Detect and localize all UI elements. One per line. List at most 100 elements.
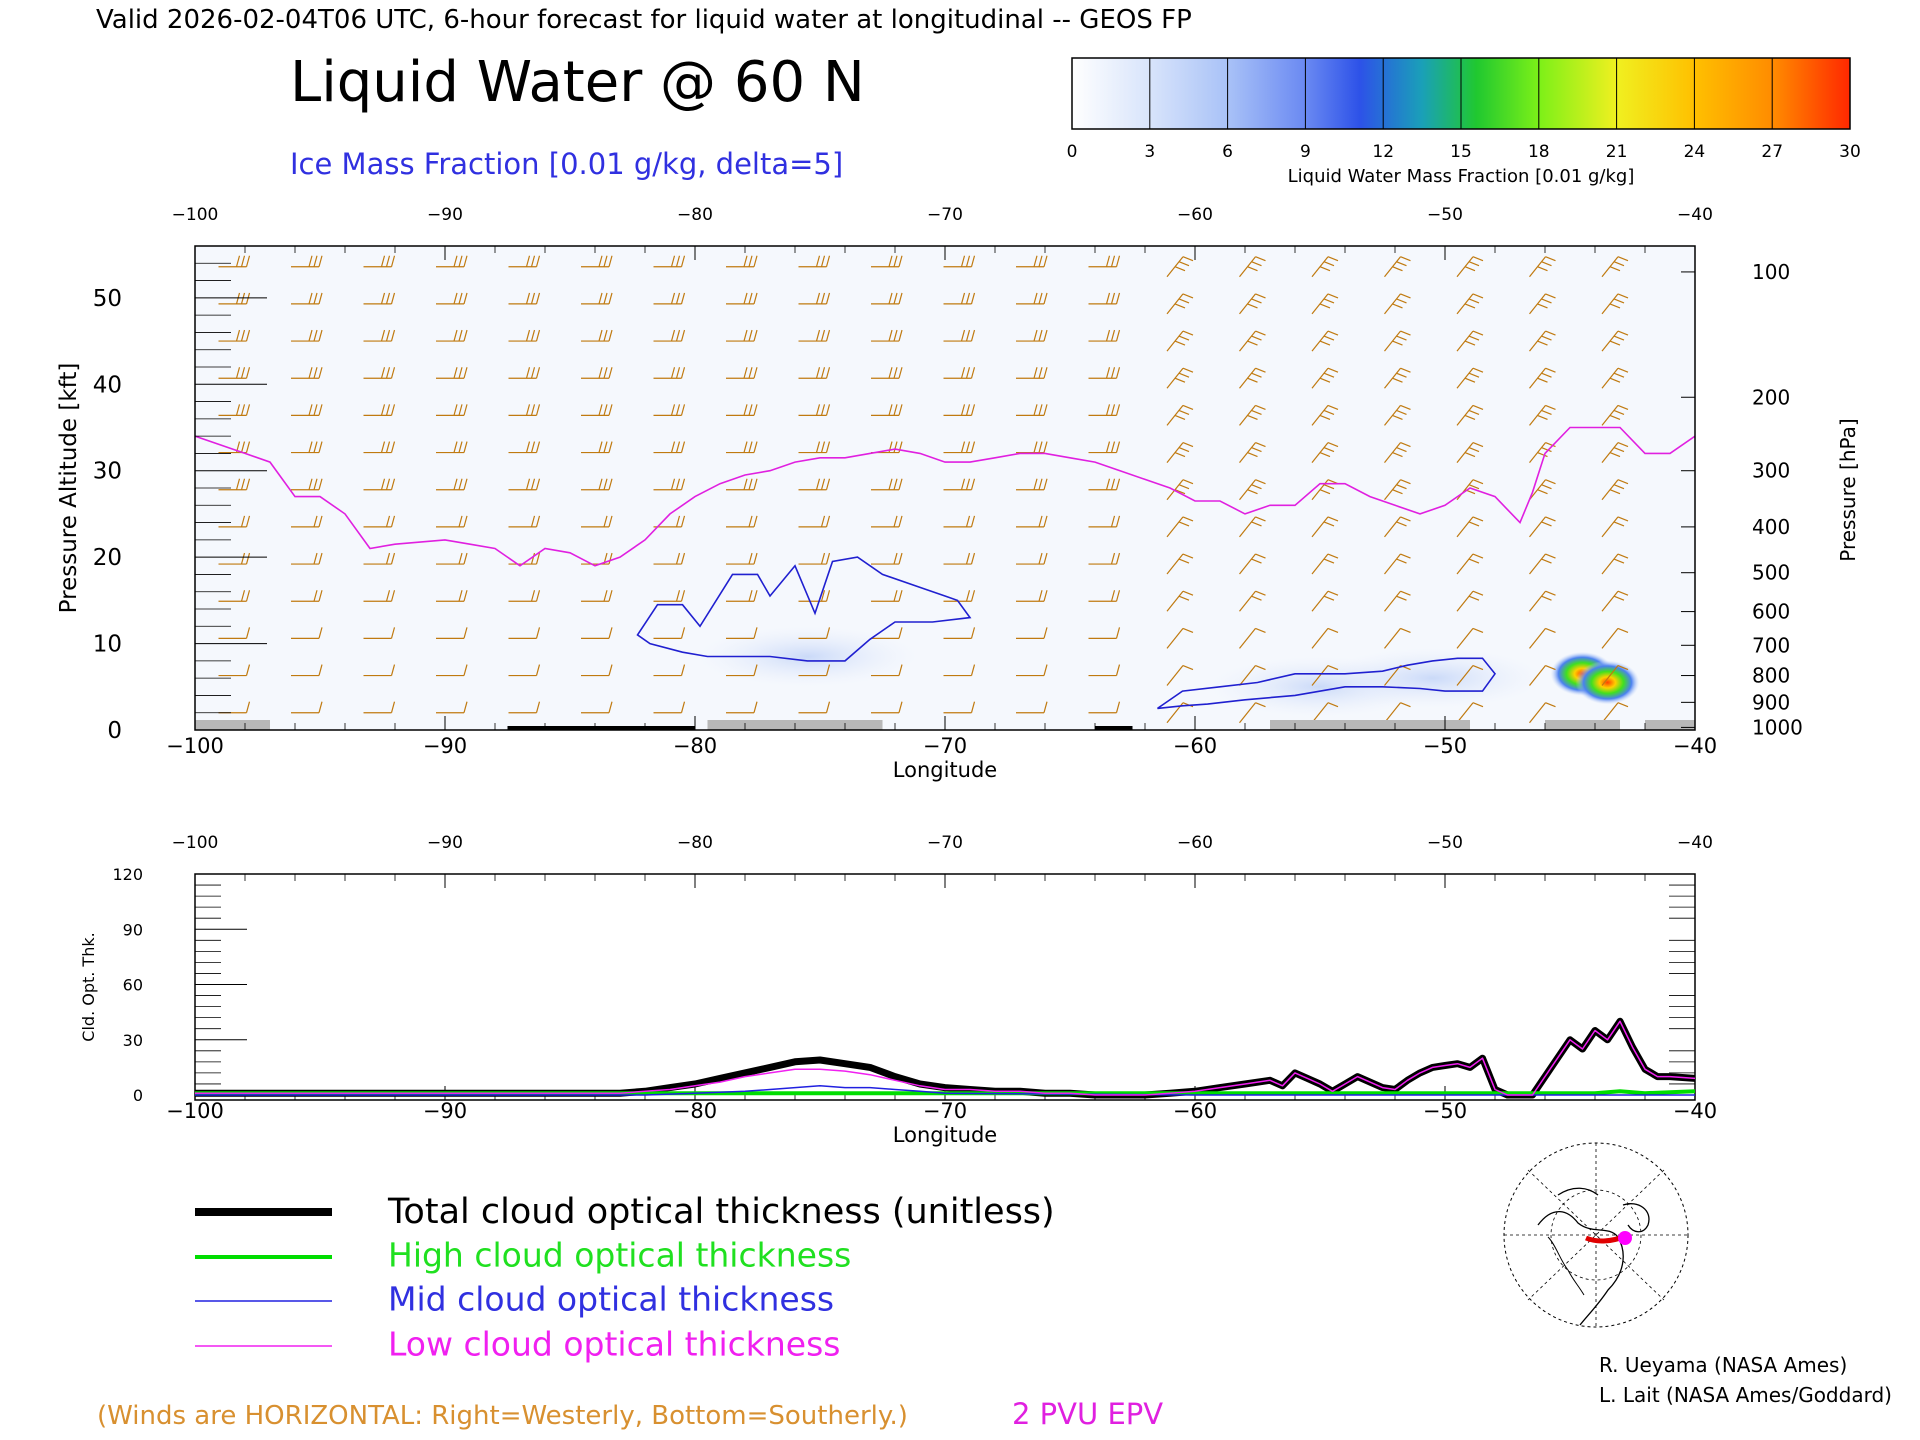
- wind-barb: [943, 441, 976, 454]
- wind-barb: [436, 627, 468, 639]
- wind-barb: [1088, 664, 1121, 677]
- wind-barb: [436, 367, 468, 379]
- wind-barb: [508, 664, 541, 677]
- cross-section-ylabel: Pressure Altitude [kft]: [56, 363, 82, 614]
- wind-barb: [1166, 404, 1194, 426]
- wind-barb: [436, 701, 468, 714]
- wind-barb: [653, 404, 686, 416]
- wind-barb: [1384, 404, 1411, 426]
- wind-barb: [1166, 627, 1194, 649]
- wind-barb: [1456, 367, 1484, 389]
- wind-barb: [1239, 590, 1266, 612]
- wind-barb: [871, 404, 903, 416]
- wind-barb: [1088, 329, 1121, 342]
- pressure-tick-label: 700: [1752, 633, 1790, 657]
- cross-section-y2label: Pressure [hPa]: [1836, 418, 1860, 561]
- wind-barb: [1088, 292, 1121, 305]
- wind-barb: [943, 552, 976, 565]
- wind-barb: [508, 367, 541, 379]
- wind-barb: [871, 478, 903, 491]
- wind-barb: [363, 664, 396, 677]
- wind-barb: [943, 627, 976, 639]
- wind-barb: [1311, 590, 1339, 612]
- epv-line: [195, 426, 1695, 567]
- wind-barb: [291, 404, 323, 416]
- wind-barb: [1529, 627, 1556, 649]
- wind-barb: [1239, 516, 1266, 538]
- wind-barb: [508, 255, 541, 268]
- colorbar-tick-label: 24: [1684, 142, 1706, 162]
- liquid-water-blob: [1575, 660, 1640, 705]
- wind-barb: [291, 664, 323, 677]
- colorbar-tick-label: 9: [1300, 142, 1311, 162]
- wind-barb: [1601, 404, 1629, 426]
- wind-barb: [1311, 702, 1339, 724]
- wind-barb: [653, 478, 686, 491]
- wind-barb: [1166, 256, 1194, 278]
- wind-barb: [726, 404, 758, 416]
- x-tick-label-bottom: −50: [1423, 734, 1467, 758]
- x-tick-label-bottom: −70: [923, 734, 967, 758]
- wind-barb: [1088, 478, 1121, 491]
- wind-barbs: [218, 255, 1629, 724]
- wind-barb: [1384, 330, 1411, 352]
- wind-barb: [871, 590, 903, 602]
- wind-barb: [1088, 515, 1121, 528]
- wind-barb: [1311, 367, 1339, 389]
- x-tick-label-top: −100: [172, 205, 219, 225]
- wind-barb: [218, 292, 251, 305]
- wind-barb: [798, 292, 831, 305]
- wind-barb: [1016, 292, 1048, 305]
- legend-label-total: Total cloud optical thickness (unitless): [387, 1192, 1055, 1232]
- wind-barb: [653, 627, 686, 639]
- wind-barb: [1529, 553, 1556, 575]
- wind-barb: [1384, 442, 1411, 463]
- wind-barb: [1239, 702, 1266, 724]
- wind-barb: [1016, 441, 1048, 454]
- colorbar-tick-label: 27: [1761, 142, 1783, 162]
- wind-barb: [871, 292, 903, 305]
- cross-section-panel: −100 −100 −90 −90 −80 −80 −70 −70 −60 −60 −50 −50 −4…: [56, 205, 1860, 782]
- x-tick-label-bottom: −90: [423, 1099, 467, 1123]
- wind-barb: [943, 404, 976, 416]
- wind-barb: [1456, 256, 1484, 278]
- wind-barb: [1456, 442, 1484, 463]
- wind-barb: [436, 552, 468, 565]
- locator-map: [1503, 1142, 1689, 1328]
- terrain-segment: [707, 720, 845, 730]
- wind-barb: [1016, 515, 1048, 528]
- wind-barb: [1311, 330, 1339, 352]
- wind-barb: [1311, 293, 1339, 315]
- y-tick-label: 90: [123, 920, 143, 939]
- x-tick-label-bottom: −60: [1173, 1099, 1217, 1123]
- wind-barb: [1311, 516, 1339, 538]
- wind-barb: [218, 329, 251, 342]
- wind-barb: [798, 552, 831, 565]
- wind-barb: [943, 515, 976, 528]
- liquid-water-blob: [1322, 648, 1543, 709]
- terrain-segment: [1095, 726, 1133, 730]
- wind-barb: [218, 255, 251, 268]
- wind-barb: [508, 441, 541, 454]
- wind-barb: [726, 590, 758, 602]
- wind-barb: [726, 552, 758, 565]
- wind-barb: [1016, 255, 1048, 268]
- terrain-segment: [1270, 720, 1470, 730]
- wind-barb: [363, 552, 396, 565]
- pressure-tick-label: 300: [1752, 459, 1790, 483]
- wind-barb: [508, 627, 541, 639]
- wind-barb: [871, 255, 903, 268]
- epv-label: 2 PVU EPV: [1012, 1397, 1163, 1431]
- liquid-water-field: [697, 626, 1640, 717]
- y-tick-label: 30: [123, 1031, 143, 1050]
- wind-barb: [508, 515, 541, 528]
- wind-barb: [1016, 627, 1048, 639]
- wind-barb: [1601, 293, 1629, 315]
- wind-barb: [1016, 367, 1048, 379]
- wind-barb: [218, 590, 251, 602]
- wind-barb: [291, 329, 323, 342]
- wind-barb: [1016, 404, 1048, 416]
- pressure-tick-label: 100: [1752, 260, 1790, 284]
- wind-barb: [1311, 627, 1339, 649]
- wind-barb: [943, 292, 976, 305]
